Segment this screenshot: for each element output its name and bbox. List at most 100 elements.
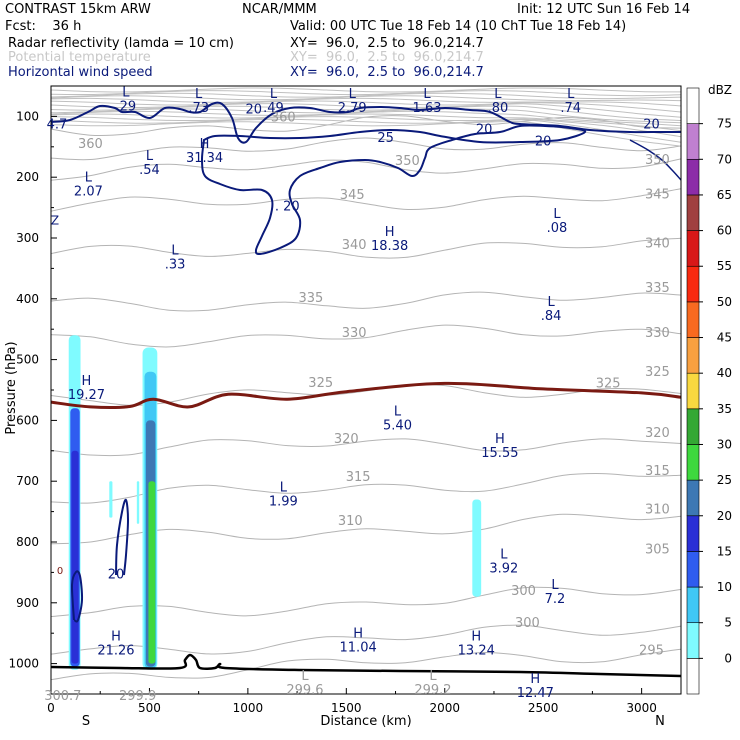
extremum-marker: H — [111, 629, 121, 644]
theta-contour-310 — [51, 513, 681, 545]
field-theta-xy: XY= 96.0, 2.5 to 96.0,214.7 — [290, 50, 484, 65]
center-title: NCAR/MMM — [242, 2, 317, 17]
extremum-marker: H — [353, 626, 363, 641]
theta-label: 320 — [334, 432, 359, 447]
zero-isotherm-contour — [51, 381, 681, 409]
theta-contour-350 — [51, 158, 681, 181]
colorbar-swatch — [686, 622, 700, 659]
extremum-marker: L — [270, 87, 278, 102]
theta-label: 310 — [338, 514, 363, 529]
theta-contour-335 — [51, 291, 681, 312]
theta-contour-345 — [51, 188, 681, 212]
extremum-marker: L — [171, 243, 179, 258]
colorbar-swatch — [686, 372, 700, 410]
side-label: Z — [51, 214, 59, 228]
colorbar-swatch — [686, 123, 700, 160]
theta-contour-320 — [51, 438, 681, 457]
x-end-label-left: S — [82, 714, 90, 729]
theta-contour-upper — [51, 113, 681, 132]
extremum-value: .80 — [488, 101, 509, 116]
colorbar-swatch — [686, 194, 700, 231]
theta-label: 310 — [645, 502, 670, 517]
extremum-value: 12.47 — [517, 686, 554, 701]
y-tick-label: 900 — [16, 596, 39, 610]
theta-contour-upper — [51, 116, 681, 138]
colorbar-label: 55 — [717, 259, 732, 273]
wind-speed-contour — [115, 498, 130, 576]
theta-contour-upper — [51, 120, 681, 147]
theta-label: 320 — [645, 426, 670, 441]
extremum-value: 299.2 — [414, 683, 451, 698]
colorbar-label: 35 — [717, 402, 732, 416]
extremum-value: .08 — [547, 221, 568, 236]
theta-label: 360 — [78, 137, 103, 152]
theta-contour-330 — [51, 324, 681, 348]
extremum-value: .33 — [165, 257, 186, 272]
extremum-marker: L — [429, 669, 437, 684]
colorbar-swatch — [686, 658, 700, 695]
theta-contour-upper — [51, 95, 681, 102]
extremum-value: 300.7 — [44, 689, 81, 704]
extremum-value: 299.6 — [286, 683, 323, 698]
extremum-value: 11.04 — [340, 640, 377, 655]
extremum-value: .29 — [115, 99, 136, 114]
theta-contour-upper — [51, 87, 681, 93]
y-tick-label: 500 — [16, 353, 39, 367]
theta-contour-upper — [51, 97, 681, 107]
extremum-marker: H — [530, 672, 540, 687]
y-axis-title: Pressure (hPa) — [4, 341, 19, 434]
extremum-value: 1.99 — [269, 495, 298, 510]
y-tick-label: 700 — [16, 474, 39, 488]
colorbar-swatch — [686, 230, 700, 267]
extremum-value: 2.79 — [338, 101, 367, 116]
extremum-value: 13.24 — [458, 643, 495, 658]
extremum-value: 3.92 — [489, 561, 518, 576]
extremum-marker: L — [494, 87, 502, 102]
extremum-marker: H — [495, 432, 505, 447]
theta-contour-355 — [51, 137, 681, 161]
extremum-value: .84 — [541, 309, 562, 324]
theta-label: 305 — [645, 543, 670, 558]
extremum-value: .73 — [188, 101, 209, 116]
theta-contour-315 — [51, 473, 681, 504]
extremum-marker: L — [500, 547, 508, 562]
x-end-label-right: N — [655, 714, 665, 729]
extremum-marker: L — [547, 295, 555, 310]
theta-label: 360 — [271, 110, 296, 125]
extremum-marker: L — [349, 87, 357, 102]
theta-label: 350 — [395, 154, 420, 169]
extremum-marker: L — [394, 405, 402, 420]
extremum-value: 2.07 — [74, 184, 103, 199]
x-tick-label: 1500 — [331, 701, 362, 715]
theta-label: 330 — [342, 326, 367, 341]
y-tick-label: 800 — [16, 535, 39, 549]
extremum-value: .49 — [263, 101, 284, 116]
extremum-value: 7.2 — [545, 592, 566, 607]
theta-contour-upper — [51, 108, 681, 124]
wind-speed-label: 20 — [535, 135, 552, 150]
theta-contour-upper — [51, 118, 681, 143]
x-tick-label: 0 — [47, 701, 55, 715]
theta-label: 345 — [340, 188, 365, 203]
wind-speed-contour — [70, 570, 84, 623]
theta-label: 335 — [645, 281, 670, 296]
extremum-marker: L — [280, 481, 288, 496]
x-tick-label: 500 — [138, 701, 161, 715]
extremum-value: 18.38 — [371, 239, 408, 254]
colorbar-swatch — [686, 337, 700, 374]
colorbar-swatch — [686, 408, 700, 445]
extremum-value: .54 — [139, 163, 160, 178]
colorbar-swatch — [686, 444, 700, 481]
theta-label: 295 — [639, 643, 664, 658]
extremum-value: 299.9 — [119, 689, 156, 704]
extremum-value: 31.34 — [186, 151, 223, 166]
x-tick-label: 2000 — [429, 701, 460, 715]
theta-contour-300 — [51, 624, 681, 655]
colorbar-label: 70 — [717, 152, 732, 166]
reflectivity-cell — [71, 450, 79, 664]
extremum-marker: L — [423, 87, 431, 102]
extremum-value: .74 — [560, 101, 581, 116]
wind-speed-label: 25 — [377, 131, 394, 146]
colorbar-swatch — [686, 158, 700, 196]
field-theta-name: Potential temperature — [8, 50, 151, 65]
